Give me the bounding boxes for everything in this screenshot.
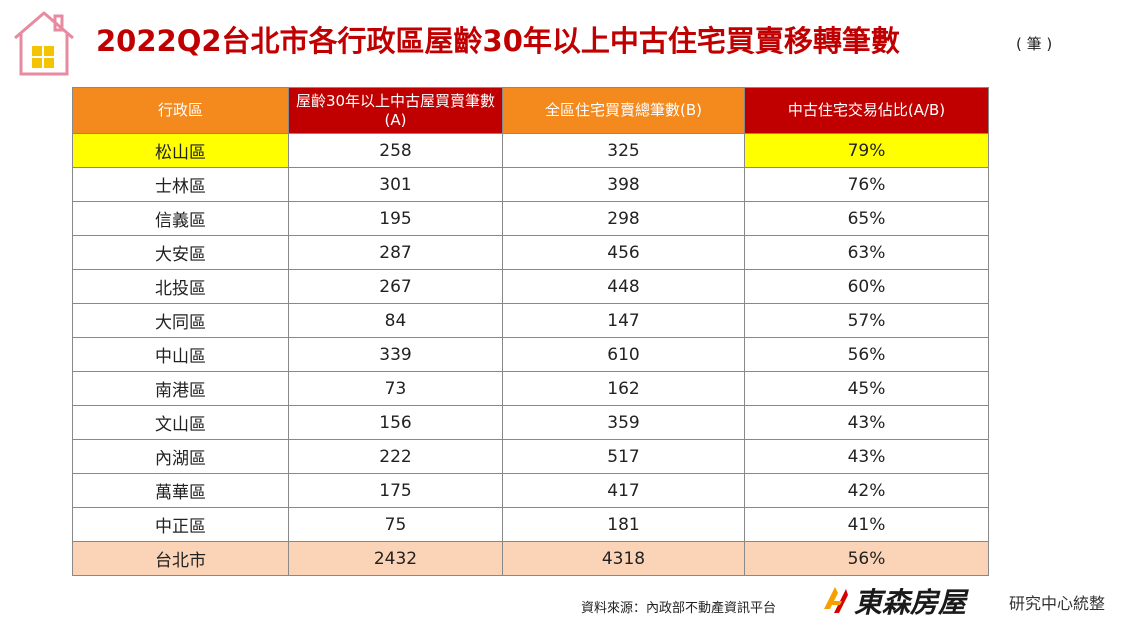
cell-total-count: 448: [502, 269, 745, 304]
cell-total-count: 147: [502, 303, 745, 338]
cell-old-house-count: 258: [288, 133, 503, 168]
table-row: 文山區 156 359 43%: [72, 405, 989, 440]
cell-old-house-count: 73: [288, 371, 503, 406]
cell-district: 大同區: [72, 303, 289, 338]
table-row: 中山區 339 610 56%: [72, 337, 989, 372]
source-note: 資料來源：內政部不動產資訊平台: [581, 601, 777, 616]
column-header-total-count: 全區住宅買賣總筆數(B): [502, 87, 745, 134]
table-row: 信義區 195 298 65%: [72, 201, 989, 236]
cell-share: 41%: [744, 507, 989, 542]
cell-total-count: 610: [502, 337, 745, 372]
cell-share: 45%: [744, 371, 989, 406]
table-row: 大同區 84 147 57%: [72, 303, 989, 338]
cell-share: 79%: [744, 133, 989, 168]
cell-share: 56%: [744, 337, 989, 372]
brand-name: 東森房屋: [854, 586, 967, 619]
table-row: 松山區 258 325 79%: [72, 133, 989, 168]
cell-district: 北投區: [72, 269, 289, 304]
table-body: 松山區 258 325 79% 士林區 301 398 76% 信義區 195 298 65% 大安區 2…: [72, 133, 989, 576]
table-row: 北投區 267 448 60%: [72, 269, 989, 304]
cell-share: 43%: [744, 405, 989, 440]
cell-share: 57%: [744, 303, 989, 338]
column-header-district: 行政區: [72, 87, 289, 134]
table-row: 中正區 75 181 41%: [72, 507, 989, 542]
cell-total-count: 517: [502, 439, 745, 474]
house-icon: [14, 11, 74, 76]
table-row: 南港區 73 162 45%: [72, 371, 989, 406]
cell-district: 中山區: [72, 337, 289, 372]
unit-label: ( 筆 ): [1016, 35, 1053, 53]
cell-district: 南港區: [72, 371, 289, 406]
cell-district: 松山區: [72, 133, 289, 168]
cell-old-house-count: 75: [288, 507, 503, 542]
cell-share: 42%: [744, 473, 989, 508]
table-row: 內湖區 222 517 43%: [72, 439, 989, 474]
page-title: 2022Q2台北市各行政區屋齡30年以上中古住宅買賣移轉筆數: [96, 24, 900, 58]
cell-total-count: 359: [502, 405, 745, 440]
cell-old-house-count: 84: [288, 303, 503, 338]
total-cell-old-house-count: 2432: [288, 541, 503, 576]
table-row: 大安區 287 456 63%: [72, 235, 989, 270]
cell-district: 信義區: [72, 201, 289, 236]
header-row: 行政區 屋齡30年以上中古屋買賣筆數(A) 全區住宅買賣總筆數(B) 中古住宅交…: [72, 87, 989, 134]
column-header-share: 中古住宅交易佔比(A/B): [744, 87, 989, 134]
cell-total-count: 417: [502, 473, 745, 508]
cell-total-count: 298: [502, 201, 745, 236]
cell-share: 65%: [744, 201, 989, 236]
cell-old-house-count: 301: [288, 167, 503, 202]
cell-old-house-count: 156: [288, 405, 503, 440]
cell-district: 內湖區: [72, 439, 289, 474]
cell-old-house-count: 267: [288, 269, 503, 304]
cell-share: 76%: [744, 167, 989, 202]
table-row: 士林區 301 398 76%: [72, 167, 989, 202]
brand-subtitle: 研究中心統整: [1009, 594, 1106, 613]
cell-total-count: 181: [502, 507, 745, 542]
total-cell-share: 56%: [744, 541, 989, 576]
cell-district: 萬華區: [72, 473, 289, 508]
table-row: 萬華區 175 417 42%: [72, 473, 989, 508]
cell-total-count: 325: [502, 133, 745, 168]
cell-total-count: 162: [502, 371, 745, 406]
cell-district: 士林區: [72, 167, 289, 202]
cell-share: 43%: [744, 439, 989, 474]
cell-total-count: 398: [502, 167, 745, 202]
total-cell-total-count: 4318: [502, 541, 745, 576]
cell-old-house-count: 195: [288, 201, 503, 236]
cell-total-count: 456: [502, 235, 745, 270]
cell-district: 文山區: [72, 405, 289, 440]
cell-old-house-count: 175: [288, 473, 503, 508]
cell-share: 63%: [744, 235, 989, 270]
cell-old-house-count: 222: [288, 439, 503, 474]
column-header-old-house-count: 屋齡30年以上中古屋買賣筆數(A): [288, 87, 503, 134]
cell-district: 大安區: [72, 235, 289, 270]
data-table: 行政區 屋齡30年以上中古屋買賣筆數(A) 全區住宅買賣總筆數(B) 中古住宅交…: [72, 87, 989, 576]
total-cell-district: 台北市: [72, 541, 289, 576]
cell-district: 中正區: [72, 507, 289, 542]
total-row: 台北市 2432 4318 56%: [72, 541, 989, 576]
brand-mark-icon: [824, 587, 848, 613]
cell-old-house-count: 287: [288, 235, 503, 270]
cell-old-house-count: 339: [288, 337, 503, 372]
cell-share: 60%: [744, 269, 989, 304]
